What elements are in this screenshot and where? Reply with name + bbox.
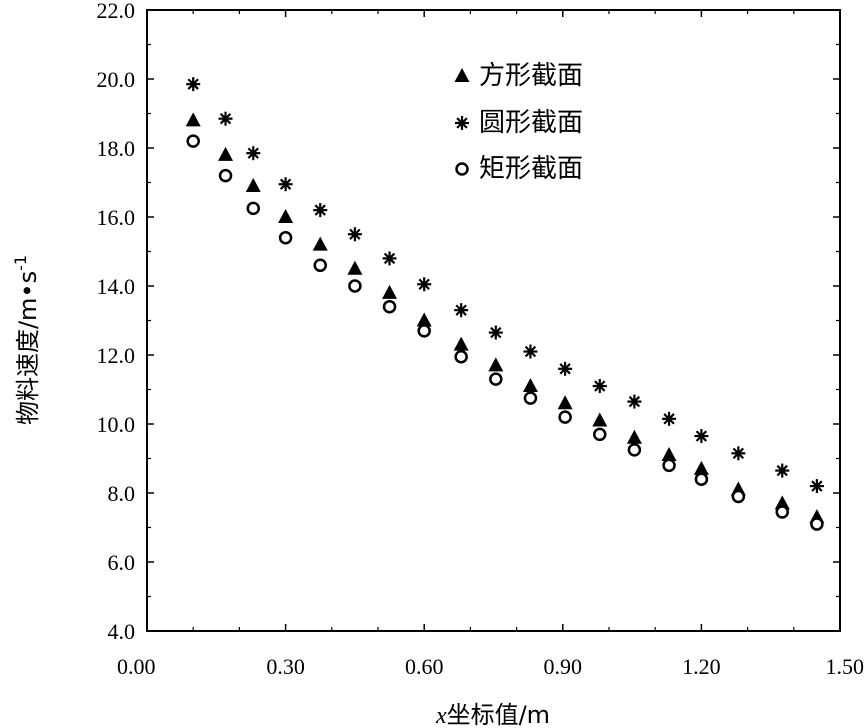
x-tick-label: 1.20: [682, 654, 721, 679]
y-tick-label: 20.0: [97, 67, 136, 92]
legend-item-round-section: 圆形截面: [455, 108, 583, 138]
y-axis-title: 物料速度/m•s-1: [11, 255, 42, 425]
x-tick-label: 0.60: [405, 654, 444, 679]
point-round-section: [347, 227, 362, 242]
legend: 方形截面 圆形截面 矩形截面: [454, 61, 583, 184]
y-tick-label: 12.0: [97, 343, 136, 368]
x-tick-label: 0.00: [117, 654, 156, 679]
x-tick-label: 1.50: [826, 654, 865, 679]
y-tick-label: 8.0: [108, 481, 136, 506]
point-rect-section: [775, 505, 789, 519]
point-rect-section: [593, 427, 607, 442]
legend-marker-round-section: [455, 116, 469, 130]
point-rect-section: [627, 443, 642, 457]
y-tick-label: 4.0: [108, 619, 136, 644]
point-rect-section: [558, 410, 572, 424]
x-tick-label: 0.90: [544, 654, 583, 679]
y-tick-label: 10.0: [97, 412, 136, 437]
point-rect-section: [382, 299, 397, 314]
legend-label-round-section: 圆形截面: [479, 108, 583, 138]
point-square-section: [693, 460, 709, 475]
x-axis-var: x: [435, 703, 447, 728]
point-rect-section: [489, 372, 503, 386]
point-rect-section: [278, 230, 293, 245]
series-rect-section: [186, 134, 824, 531]
point-rect-section: [348, 279, 362, 293]
point-round-section: [775, 463, 790, 478]
point-rect-section: [731, 489, 746, 504]
point-square-section: [557, 395, 573, 410]
y-tick-label: 6.0: [108, 550, 136, 575]
y-tick-label: 18.0: [97, 136, 136, 161]
y-axis-unit-exponent: -1: [11, 255, 30, 271]
point-round-section: [246, 146, 261, 161]
point-rect-section: [218, 168, 233, 183]
tick-labels: 4.0 6.0 8.0 10.0 12.0 14.0 16.0 18.0 20.0 22.0 0.0…: [97, 0, 865, 679]
y-tick-label: 14.0: [97, 274, 136, 299]
point-round-section: [186, 77, 201, 92]
legend-marker-square-section: [454, 68, 470, 82]
y-axis-label: 物料速度/m•s: [14, 271, 42, 425]
x-axis-title: x坐标值/m: [435, 701, 550, 728]
point-square-section: [453, 336, 469, 351]
point-round-section: [731, 446, 746, 461]
legend-marker-rect-section: [455, 162, 469, 176]
point-rect-section: [246, 201, 261, 216]
legend-item-square-section: 方形截面: [454, 61, 583, 91]
point-square-section: [218, 146, 234, 161]
point-round-section: [417, 277, 432, 292]
point-rect-section: [417, 324, 431, 338]
point-square-section: [774, 495, 790, 510]
y-tick-label: 22.0: [97, 0, 136, 23]
point-rect-section: [694, 472, 709, 486]
y-tick-label: 16.0: [97, 205, 136, 230]
point-round-section: [488, 325, 503, 340]
point-rect-section: [810, 517, 824, 531]
legend-label-rect-section: 矩形截面: [479, 154, 583, 184]
point-square-section: [592, 412, 608, 427]
point-round-section: [523, 344, 538, 359]
point-round-section: [278, 177, 293, 192]
point-round-section: [627, 394, 642, 409]
series-round-section: [186, 77, 824, 494]
x-axis-label: 坐标值/m: [447, 701, 550, 728]
legend-label-square-section: 方形截面: [479, 61, 583, 91]
point-round-section: [218, 111, 233, 126]
point-square-section: [382, 284, 398, 299]
point-square-section: [416, 312, 432, 327]
point-round-section: [454, 303, 469, 318]
point-rect-section: [454, 349, 468, 364]
axis-ticks: [146, 9, 841, 632]
plot-frame: [146, 9, 841, 632]
point-square-section: [661, 447, 677, 462]
point-round-section: [809, 479, 824, 494]
data-points: [185, 77, 825, 531]
point-square-section: [278, 209, 294, 223]
point-square-section: [245, 177, 261, 192]
point-round-section: [662, 411, 677, 426]
legend-item-rect-section: 矩形截面: [455, 154, 583, 184]
point-rect-section: [313, 258, 327, 273]
point-rect-section: [523, 391, 538, 405]
point-square-section: [347, 260, 363, 275]
x-tick-label: 0.30: [266, 654, 305, 679]
point-round-section: [313, 203, 328, 218]
point-round-section: [382, 251, 397, 266]
point-square-section: [522, 378, 538, 393]
point-square-section: [488, 357, 504, 372]
point-square-section: [626, 429, 642, 444]
point-rect-section: [186, 134, 200, 148]
point-square-section: [312, 236, 328, 251]
point-rect-section: [662, 458, 676, 473]
point-round-section: [694, 429, 709, 444]
point-round-section: [558, 361, 573, 376]
point-round-section: [592, 379, 607, 394]
point-square-section: [185, 112, 201, 127]
